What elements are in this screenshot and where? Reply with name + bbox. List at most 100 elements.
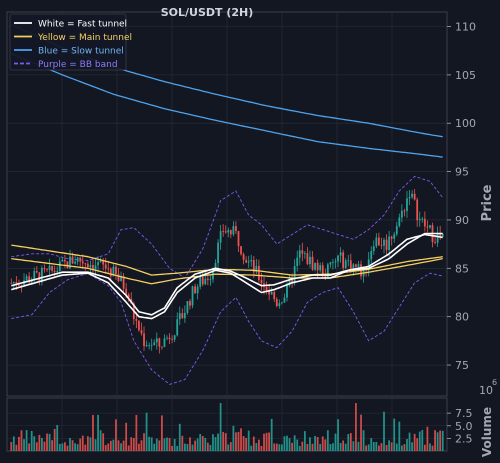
candle-body [418,218,421,221]
candle-body [378,237,380,246]
candle-body [229,230,232,235]
volume-bar [127,445,130,451]
candle-body [301,250,304,254]
candle-body [122,276,125,289]
volume-bar [163,438,166,451]
legend-label: White = Fast tunnel [38,20,127,30]
volume-bar [15,444,18,451]
candle-body [194,286,196,294]
price-tick-label: 90 [455,214,469,227]
volume-bar [79,438,82,451]
candle-body [20,284,23,286]
volume-bar [344,443,347,451]
candle-body [135,319,138,321]
volume-tick-label: 7.5 [455,407,473,420]
volume-bar [183,443,186,451]
volume-bar [352,441,355,451]
volume-bar [53,428,56,451]
candle-body [375,237,378,247]
volume-bar [436,432,439,451]
volume-bar [61,443,64,451]
series-line-2 [11,244,443,276]
candle-body [94,265,97,270]
candle-body [201,276,204,285]
volume-bar [395,443,398,451]
candle-body [81,261,84,264]
candle-body [291,278,293,283]
candle-body [342,252,345,268]
volume-bar [20,430,23,451]
volume-bar [69,437,71,451]
volume-bar [76,444,79,451]
candle-body [69,256,71,269]
candle-body [196,286,199,294]
volume-bar [222,431,225,451]
volume-bar [176,445,179,451]
candle-body [357,264,360,267]
candle-body [355,264,357,267]
candle-body [212,267,214,280]
candle-body [436,233,439,243]
volume-bar [316,437,319,451]
volume-bar [51,440,54,451]
volume-bar [107,443,110,451]
price-panel: 75 80 85 90 95 100 105 110 [6,11,476,397]
volume-bar [94,439,97,451]
volume-bar [423,444,426,451]
volume-bar [102,433,105,451]
candle-body [53,270,56,272]
volume-bar [178,423,181,451]
chart-title: SOL/USDT (2H) [161,6,254,19]
candle-body [189,301,191,306]
candle-body [199,276,202,287]
candle-body [334,261,337,263]
volume-bar [235,432,237,451]
candle-body [138,320,140,331]
volume-bar [247,430,250,451]
candle-body [309,256,311,265]
volume-bar [56,424,59,451]
candle-body [388,236,391,251]
volume-bar [63,442,66,451]
volume-bar [413,433,416,451]
volume-bar [153,443,156,451]
candle-body [429,225,431,228]
candle-body [89,265,92,268]
candle-body [127,294,130,299]
candle-body [181,313,184,319]
volume-bar [204,437,207,451]
volume-bar [403,444,406,451]
volume-bar [132,438,135,451]
volume-bar [217,433,219,451]
volume-bar [143,433,145,451]
candle-body [416,199,419,221]
volume-bar [201,436,204,451]
candle-body [18,284,20,286]
volume-bar [206,442,209,451]
volume-bar [332,443,334,451]
candle-body [51,265,54,271]
candle-body [296,257,299,266]
candle-body [403,210,406,212]
candle-body [316,262,319,271]
candle-body [66,261,69,269]
price-tick-label: 105 [455,69,476,82]
volume-axis-label: Volume [480,407,494,457]
candle-body [283,297,286,303]
series-line-0 [11,233,443,320]
volume-bar [23,439,25,451]
volume-bar [227,444,230,451]
volume-bar [296,439,299,451]
volume-bar [145,412,148,451]
volume-grid [7,398,447,451]
candle-body [423,218,426,227]
candle-body [58,261,61,271]
price-tick-label: 85 [455,262,469,275]
candle-body [235,226,237,232]
volume-bar [370,438,373,451]
candle-body [268,290,271,295]
candle-body [260,279,263,284]
price-axis-label: Price [480,184,495,221]
volume-bar [378,445,380,451]
candle-body [232,226,235,235]
